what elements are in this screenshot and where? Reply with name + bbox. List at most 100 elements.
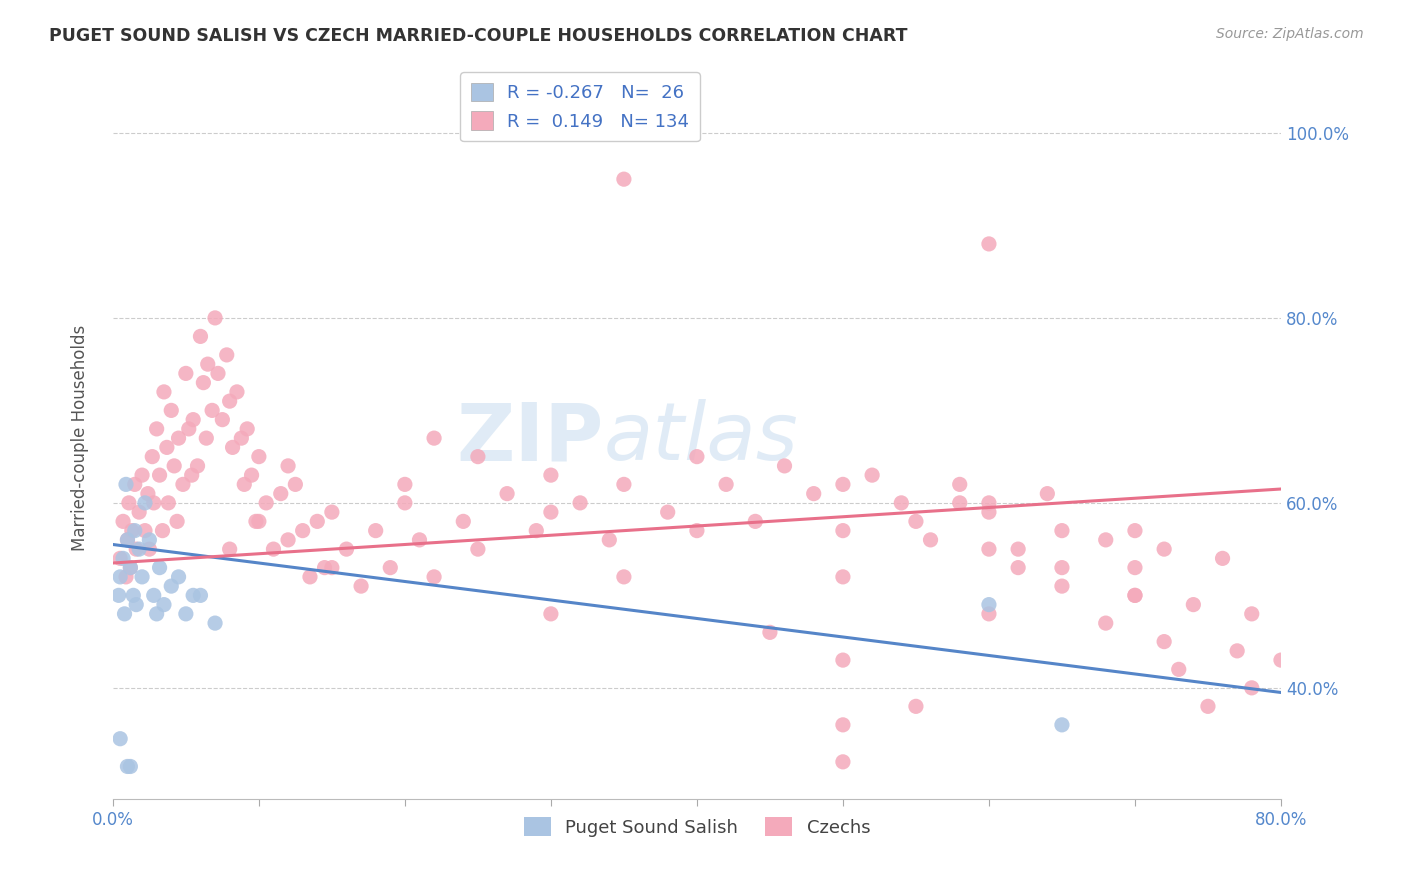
Point — [540, 607, 562, 621]
Point — [714, 477, 737, 491]
Point — [773, 458, 796, 473]
Point — [277, 533, 299, 547]
Point — [569, 496, 592, 510]
Point — [190, 588, 212, 602]
Point — [803, 486, 825, 500]
Point — [1094, 616, 1116, 631]
Point — [120, 759, 142, 773]
Point — [121, 524, 143, 538]
Point — [277, 458, 299, 473]
Point — [1094, 533, 1116, 547]
Point — [291, 524, 314, 538]
Point — [107, 588, 129, 602]
Point — [920, 533, 942, 547]
Point — [1007, 542, 1029, 557]
Point — [314, 560, 336, 574]
Point — [453, 515, 475, 529]
Point — [125, 542, 148, 557]
Point — [152, 524, 174, 538]
Y-axis label: Married-couple Households: Married-couple Households — [72, 325, 89, 551]
Point — [467, 450, 489, 464]
Point — [193, 376, 215, 390]
Point — [832, 570, 855, 584]
Point — [1167, 662, 1189, 676]
Point — [1153, 542, 1175, 557]
Point — [1050, 718, 1073, 732]
Point — [166, 515, 188, 529]
Point — [240, 468, 263, 483]
Point — [247, 450, 270, 464]
Point — [904, 699, 927, 714]
Point — [145, 422, 167, 436]
Point — [115, 477, 138, 491]
Text: atlas: atlas — [603, 399, 799, 477]
Point — [832, 653, 855, 667]
Point — [115, 570, 138, 584]
Point — [321, 560, 343, 574]
Point — [613, 570, 636, 584]
Point — [136, 486, 159, 500]
Point — [197, 357, 219, 371]
Point — [1036, 486, 1059, 500]
Point — [890, 496, 912, 510]
Text: ZIP: ZIP — [456, 399, 603, 477]
Point — [167, 570, 190, 584]
Point — [108, 570, 131, 584]
Point — [949, 477, 972, 491]
Point — [1212, 551, 1234, 566]
Point — [744, 515, 766, 529]
Point — [181, 588, 204, 602]
Point — [160, 579, 183, 593]
Point — [215, 348, 238, 362]
Point — [335, 542, 357, 557]
Point — [131, 570, 153, 584]
Point — [221, 441, 243, 455]
Point — [134, 524, 156, 538]
Point — [128, 542, 150, 557]
Point — [138, 533, 160, 547]
Point — [540, 468, 562, 483]
Point — [163, 458, 186, 473]
Point — [112, 515, 135, 529]
Point — [262, 542, 284, 557]
Point — [122, 588, 145, 602]
Point — [142, 588, 165, 602]
Point — [160, 403, 183, 417]
Text: Source: ZipAtlas.com: Source: ZipAtlas.com — [1216, 27, 1364, 41]
Point — [153, 384, 176, 399]
Point — [231, 431, 253, 445]
Point — [270, 486, 292, 500]
Point — [977, 542, 1000, 557]
Point — [153, 598, 176, 612]
Point — [204, 310, 226, 325]
Legend: Puget Sound Salish, Czechs: Puget Sound Salish, Czechs — [516, 810, 877, 844]
Point — [108, 731, 131, 746]
Point — [904, 515, 927, 529]
Point — [112, 551, 135, 566]
Point — [181, 412, 204, 426]
Point — [131, 468, 153, 483]
Point — [117, 533, 139, 547]
Point — [613, 477, 636, 491]
Point — [195, 431, 218, 445]
Point — [408, 533, 430, 547]
Point — [423, 431, 446, 445]
Point — [394, 496, 416, 510]
Point — [496, 486, 519, 500]
Point — [540, 505, 562, 519]
Point — [167, 431, 190, 445]
Point — [1153, 634, 1175, 648]
Point — [201, 403, 224, 417]
Point — [207, 367, 229, 381]
Point — [148, 560, 170, 574]
Point — [350, 579, 373, 593]
Point — [245, 515, 267, 529]
Point — [423, 570, 446, 584]
Point — [254, 496, 277, 510]
Point — [134, 496, 156, 510]
Point — [1226, 644, 1249, 658]
Point — [977, 598, 1000, 612]
Point — [211, 412, 233, 426]
Point — [1240, 681, 1263, 695]
Point — [394, 477, 416, 491]
